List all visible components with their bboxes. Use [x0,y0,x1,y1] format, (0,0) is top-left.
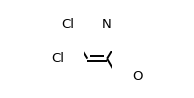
Text: Cl: Cl [61,18,74,31]
Text: O: O [132,70,143,83]
Text: N: N [102,18,112,31]
Text: Cl: Cl [51,52,64,65]
